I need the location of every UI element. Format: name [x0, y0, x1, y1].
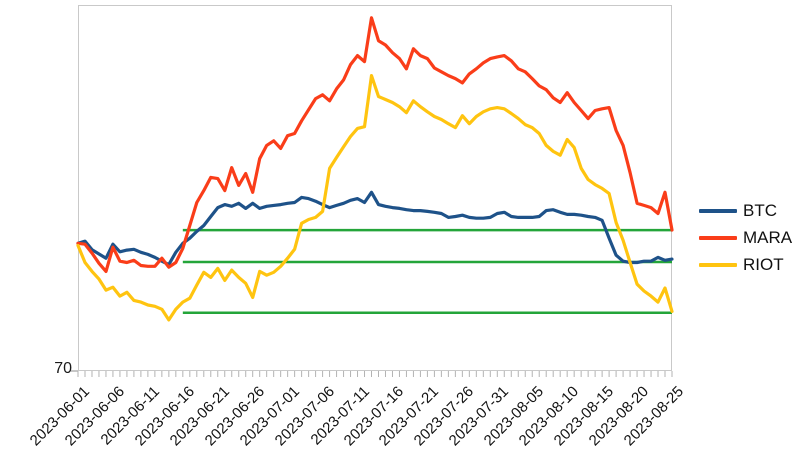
legend-label-mara: MARA: [743, 228, 793, 247]
chart-legend: BTC MARA RIOT: [699, 197, 792, 278]
y-axis-min-label: 70: [54, 360, 72, 377]
riot-line-swatch: [699, 262, 737, 267]
mara-line-swatch: [699, 235, 737, 240]
legend-item-riot: RIOT: [699, 251, 792, 278]
legend-label-riot: RIOT: [743, 255, 784, 274]
btc-line-swatch: [699, 208, 737, 213]
legend-item-mara: MARA: [699, 224, 792, 251]
legend-label-btc: BTC: [743, 201, 777, 220]
legend-item-btc: BTC: [699, 197, 792, 224]
plot-area: [78, 5, 672, 371]
